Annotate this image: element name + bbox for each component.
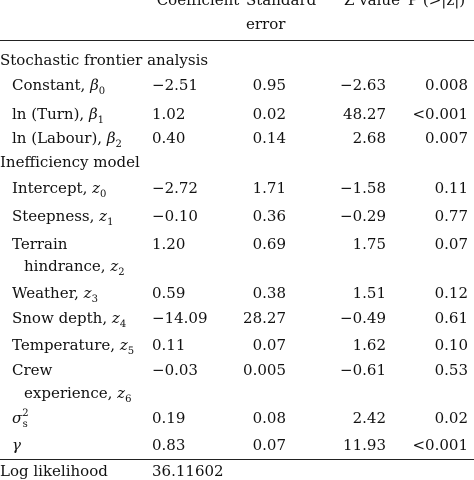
row-intercept-label: Intercept, z0 [12, 179, 107, 200]
row-crew-z: −0.61 [340, 361, 386, 379]
row-sigma-p: 0.02 [434, 409, 468, 427]
row-labour-z: 2.68 [352, 129, 386, 147]
row-crew-label-line1: Crew [12, 361, 53, 379]
row-turn-se: 0.02 [252, 105, 286, 123]
header-std-error-line2: error [246, 15, 286, 33]
row-gamma-coef: 0.83 [152, 436, 186, 454]
row-intercept-coef: −2.72 [152, 179, 198, 197]
row-weather-coef: 0.59 [152, 284, 186, 302]
row-turn-p: <0.001 [412, 105, 468, 123]
header-std-error-line1: Standard [246, 0, 317, 9]
row-sigma-coef: 0.19 [152, 409, 186, 427]
header-rule [0, 40, 474, 41]
row-temperature-z: 1.62 [352, 336, 386, 354]
row-terrain-label-line2: hindrance, z2 [24, 257, 125, 278]
row-constant-z: −2.63 [340, 76, 386, 94]
row-steepness-coef: −0.10 [152, 207, 198, 225]
row-weather-se: 0.38 [252, 284, 286, 302]
row-gamma-label: γ [12, 436, 21, 454]
row-labour-coef: 0.40 [152, 129, 186, 147]
section-inefficiency: Inefficiency model [0, 153, 140, 171]
row-sigma-se: 0.08 [252, 409, 286, 427]
row-temperature-se: 0.07 [252, 336, 286, 354]
row-turn-coef: 1.02 [152, 105, 186, 123]
row-snow-z: −0.49 [340, 309, 386, 327]
row-crew-se: 0.005 [243, 361, 286, 379]
row-terrain-coef: 1.20 [152, 235, 186, 253]
row-terrain-se: 0.69 [252, 235, 286, 253]
row-steepness-z: −0.29 [340, 207, 386, 225]
row-gamma-z: 11.93 [343, 436, 386, 454]
row-steepness-se: 0.36 [252, 207, 286, 225]
row-snow-se: 28.27 [243, 309, 286, 327]
row-constant-p: 0.008 [425, 76, 468, 94]
row-constant-coef: −2.51 [152, 76, 198, 94]
row-labour-label: ln (Labour), β2 [12, 129, 122, 150]
row-sigma-z: 2.42 [352, 409, 386, 427]
row-temperature-coef: 0.11 [152, 336, 186, 354]
header-coefficient: Coefficient [156, 0, 240, 9]
header-z-value: Z value [344, 0, 400, 9]
footer-loglik-label: Log likelihood [0, 462, 108, 480]
row-sigma-label: σ2s [12, 408, 29, 430]
row-constant-se: 0.95 [252, 76, 286, 94]
row-intercept-z: −1.58 [340, 179, 386, 197]
row-terrain-z: 1.75 [352, 235, 386, 253]
row-crew-p: 0.53 [434, 361, 468, 379]
row-crew-coef: −0.03 [152, 361, 198, 379]
row-gamma-se: 0.07 [252, 436, 286, 454]
row-intercept-p: 0.11 [434, 179, 468, 197]
row-terrain-label-line1: Terrain [12, 235, 68, 253]
row-gamma-p: <0.001 [412, 436, 468, 454]
row-labour-p: 0.007 [425, 129, 468, 147]
row-snow-p: 0.61 [434, 309, 468, 327]
row-crew-label-line2: experience, z6 [24, 384, 132, 405]
header-p-value: P (>|z|) [408, 0, 466, 9]
row-weather-p: 0.12 [434, 284, 468, 302]
row-labour-se: 0.14 [252, 129, 286, 147]
footer-loglik-value: 36.11602 [152, 462, 224, 480]
row-weather-z: 1.51 [352, 284, 386, 302]
row-turn-z: 48.27 [343, 105, 386, 123]
row-turn-label: ln (Turn), β1 [12, 105, 105, 126]
row-temperature-p: 0.10 [434, 336, 468, 354]
footer-rule [0, 459, 474, 460]
section-sfa: Stochastic frontier analysis [0, 51, 209, 69]
row-snow-label: Snow depth, z4 [12, 309, 127, 330]
row-weather-label: Weather, z3 [12, 284, 98, 305]
row-intercept-se: 1.71 [252, 179, 286, 197]
row-steepness-p: 0.77 [434, 207, 468, 225]
row-snow-coef: −14.09 [152, 309, 208, 327]
row-terrain-p: 0.07 [434, 235, 468, 253]
row-steepness-label: Steepness, z1 [12, 207, 114, 228]
row-constant-label: Constant, β0 [12, 76, 106, 97]
row-temperature-label: Temperature, z5 [12, 336, 135, 357]
